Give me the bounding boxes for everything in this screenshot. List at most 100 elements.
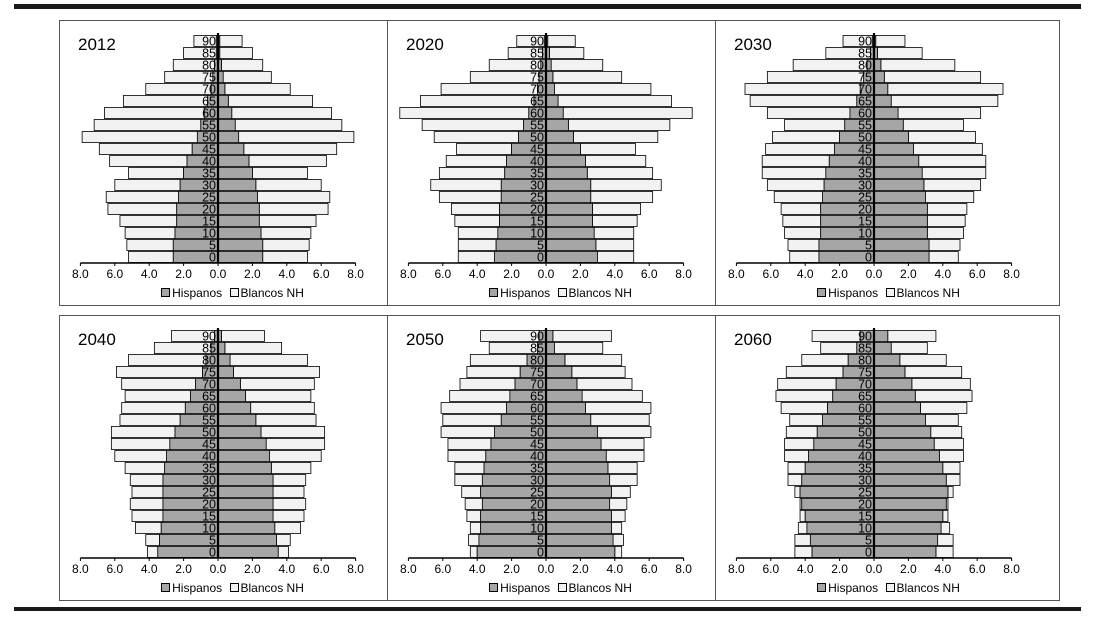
bar-blancos-left	[469, 522, 482, 534]
bar-hispanos-right	[217, 546, 279, 558]
age-label: 0	[537, 251, 544, 265]
x-tick-label: 8.0	[728, 267, 745, 281]
age-label: 70	[530, 378, 544, 392]
bar-hispanos-right	[873, 366, 906, 378]
age-label: 15	[530, 510, 544, 524]
bar-blancos-left	[430, 179, 502, 191]
age-label: 30	[202, 179, 216, 193]
bottom-rule	[14, 607, 1081, 611]
bar-blancos-right	[221, 59, 264, 71]
x-tick-label: 4.0	[797, 267, 814, 281]
bar-blancos-right	[255, 414, 317, 426]
legend-swatch-hispanos	[161, 288, 171, 297]
bar-blancos-left	[105, 191, 179, 203]
bar-blancos-left	[784, 438, 815, 450]
bar-hispanos-right	[545, 155, 586, 167]
bar-hispanos-right	[873, 498, 947, 510]
chart-panel-2020: 0 5 10 15 20 25 30 35 40 45 50 55 60 65 70 75 80 85 90 8.0 6…	[387, 20, 732, 306]
age-label: 30	[858, 179, 872, 193]
legend-item-blancos: Blancos NH	[885, 286, 960, 300]
age-label: 40	[202, 155, 216, 169]
bar-blancos-right	[937, 534, 954, 546]
age-label: 0	[537, 546, 544, 560]
age-label: 5	[537, 239, 544, 253]
bar-blancos-left	[449, 390, 511, 402]
bar-hispanos-right	[873, 390, 916, 402]
bar-blancos-left	[766, 71, 865, 83]
legend-swatch-blancos	[557, 583, 567, 592]
x-tick-label: 4.0	[141, 562, 158, 576]
age-label: 15	[202, 215, 216, 229]
bar-blancos-left	[466, 366, 521, 378]
age-label: 30	[530, 474, 544, 488]
bar-blancos-left	[121, 402, 186, 414]
bar-blancos-left	[128, 354, 207, 366]
bar-blancos-left	[787, 239, 820, 251]
bar-hispanos-right	[873, 426, 932, 438]
bar-hispanos-left	[478, 534, 547, 546]
x-tick-label: 2.0	[900, 267, 917, 281]
bar-hispanos-right	[873, 179, 925, 191]
bar-hispanos-right	[873, 95, 892, 107]
age-label: 80	[530, 354, 544, 368]
bar-blancos-right	[928, 251, 959, 263]
chart-panel-2030: 0 5 10 15 20 25 30 35 40 45 50 55 60 65 70 75 80 85 90 8.0 6…	[715, 20, 1060, 306]
bar-blancos-left	[438, 191, 502, 203]
x-tick-label: 6.0	[106, 562, 123, 576]
bar-blancos-left	[765, 143, 835, 155]
bar-hispanos-right	[545, 534, 614, 546]
age-label: 50	[530, 131, 544, 145]
x-tick-label: 4.0	[934, 562, 951, 576]
bar-hispanos-right	[873, 354, 901, 366]
bar-blancos-left	[789, 414, 823, 426]
bar-blancos-right	[221, 330, 265, 342]
age-label: 0	[865, 251, 872, 265]
bar-blancos-left	[438, 167, 506, 179]
bar-blancos-right	[913, 143, 983, 155]
bar-hispanos-right	[217, 462, 272, 474]
bar-hispanos-right	[545, 474, 611, 486]
x-tick-label: 4.0	[278, 562, 295, 576]
bar-hispanos-right	[873, 462, 944, 474]
bar-hispanos-right	[217, 203, 260, 215]
chart-year-label: 2040	[78, 330, 116, 349]
bar-blancos-left	[104, 107, 205, 119]
bar-blancos-left	[81, 131, 198, 143]
bar-blancos-left	[459, 378, 516, 390]
bar-blancos-right	[219, 35, 243, 47]
bar-blancos-left	[773, 191, 823, 203]
bar-hispanos-right	[217, 498, 274, 510]
bar-hispanos-right	[545, 510, 612, 522]
bar-blancos-right	[921, 167, 987, 179]
age-label: 50	[858, 131, 872, 145]
bar-hispanos-right	[873, 239, 930, 251]
legend-label-hispanos: Hispanos	[828, 286, 879, 300]
bar-hispanos-right	[217, 107, 233, 119]
x-tick-label: 0.0	[210, 267, 227, 281]
bar-blancos-right	[272, 510, 305, 522]
bar-hispanos-right	[873, 522, 942, 534]
bar-hispanos-right	[545, 342, 556, 354]
bar-hispanos-right	[873, 510, 944, 522]
bar-hispanos-right	[873, 107, 899, 119]
x-tick-label: 2.0	[244, 562, 261, 576]
bar-blancos-left	[447, 438, 492, 450]
x-tick-label: 2.0	[900, 562, 917, 576]
bar-hispanos-right	[873, 155, 920, 167]
bar-blancos-right	[269, 450, 322, 462]
bar-hispanos-right	[545, 179, 592, 191]
bar-blancos-left	[789, 251, 820, 263]
x-tick-label: 0.0	[866, 562, 883, 576]
bar-hispanos-right	[545, 366, 573, 378]
age-label: 20	[858, 203, 872, 217]
chart-year-label: 2012	[78, 35, 116, 54]
bar-blancos-right	[224, 342, 283, 354]
bar-blancos-right	[887, 83, 1004, 95]
age-label: 0	[209, 546, 216, 560]
bar-blancos-right	[902, 119, 964, 131]
age-label: 35	[202, 167, 216, 181]
legend-item-hispanos: Hispanos	[161, 581, 222, 595]
age-label: 60	[858, 107, 872, 121]
legend-swatch-blancos	[885, 583, 895, 592]
